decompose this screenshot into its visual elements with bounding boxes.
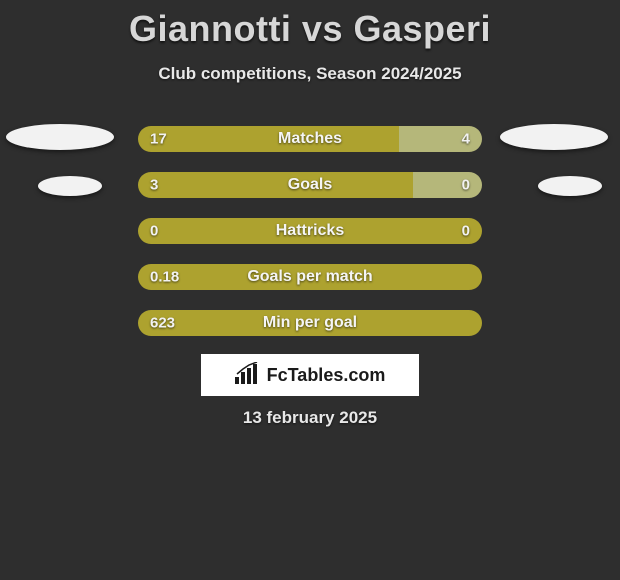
ellipse-bottom-left <box>38 176 102 196</box>
ellipse-top-left <box>6 124 114 150</box>
stat-row: 623Min per goal <box>138 310 482 336</box>
brand-text: FcTables.com <box>267 365 386 386</box>
page-title: Giannotti vs Gasperi <box>0 0 620 50</box>
date-text: 13 february 2025 <box>0 408 620 428</box>
brand-badge: FcTables.com <box>201 354 419 396</box>
stat-label: Min per goal <box>138 314 482 332</box>
ellipse-top-right <box>500 124 608 150</box>
stat-row: 30Goals <box>138 172 482 198</box>
stat-label: Goals <box>138 176 482 194</box>
stat-label: Hattricks <box>138 222 482 240</box>
stat-row: 0.18Goals per match <box>138 264 482 290</box>
brand-chart-icon <box>235 362 261 389</box>
page-subtitle: Club competitions, Season 2024/2025 <box>0 64 620 84</box>
stat-row: 00Hattricks <box>138 218 482 244</box>
stat-label: Matches <box>138 130 482 148</box>
stat-row: 174Matches <box>138 126 482 152</box>
stat-rows-container: 174Matches 30Goals 00Hattricks 0.18Goals pe… <box>138 126 482 356</box>
ellipse-bottom-right <box>538 176 602 196</box>
stat-label: Goals per match <box>138 268 482 286</box>
